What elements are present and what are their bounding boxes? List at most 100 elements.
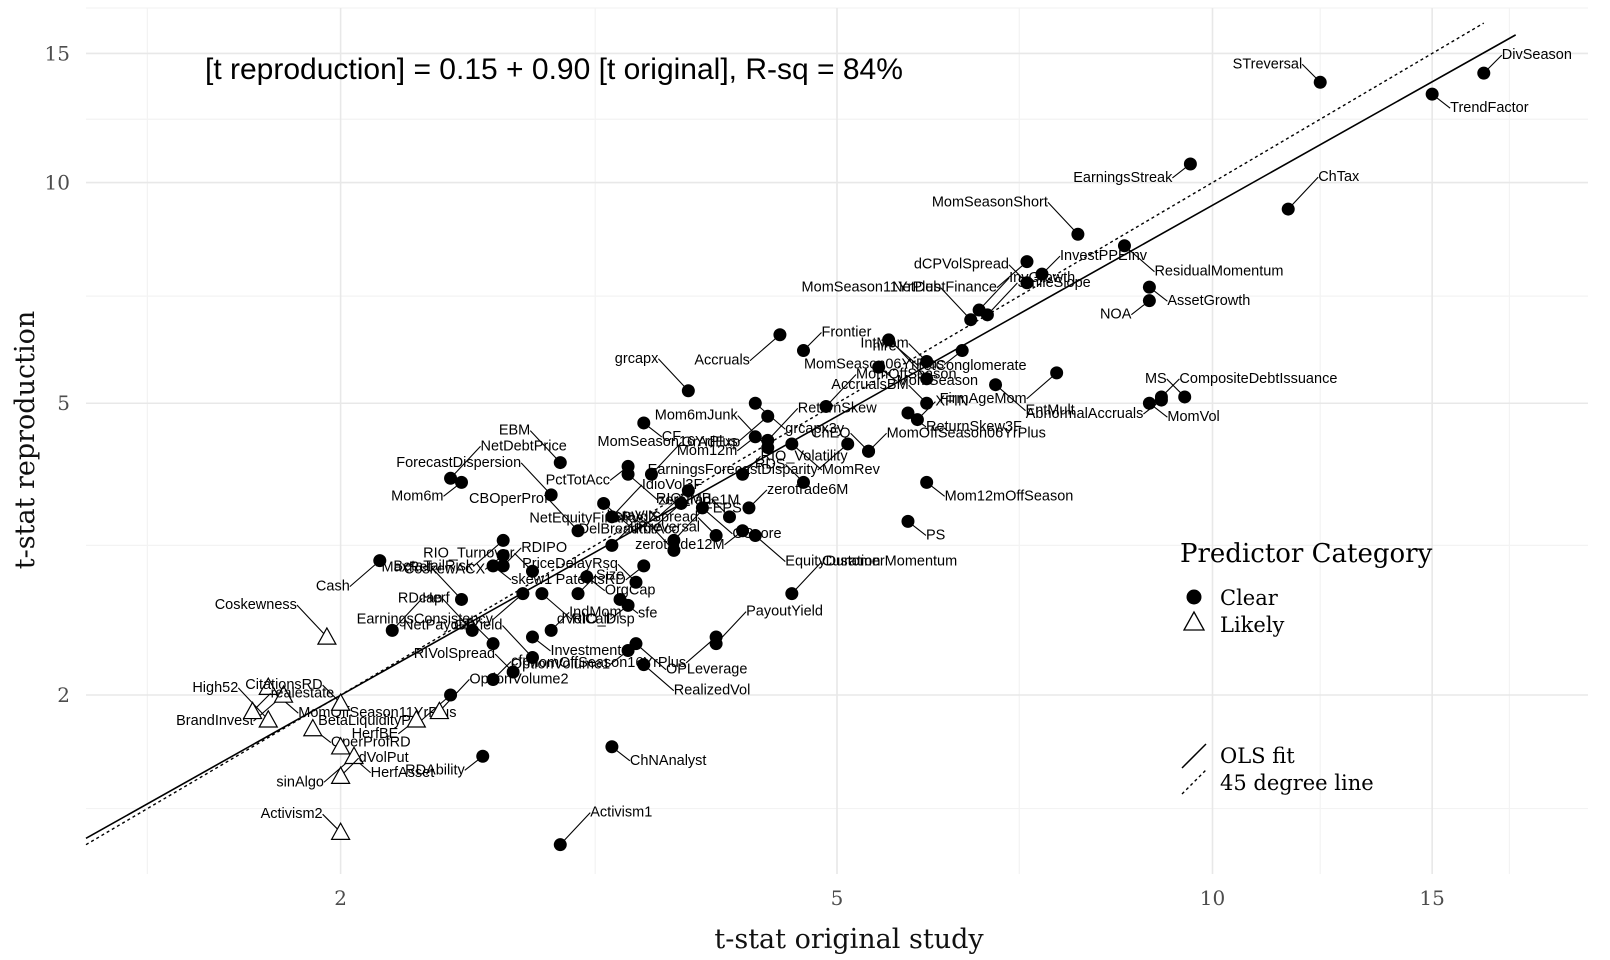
point-marker-likely	[258, 676, 279, 695]
point-label: EarningsConsistency	[357, 612, 494, 628]
label-leader-line	[547, 498, 579, 532]
point-marker-clear	[516, 587, 530, 601]
point-label: ResidualMomentum	[1154, 264, 1283, 280]
label-leader-line	[754, 535, 786, 562]
data-point-group: hire	[872, 339, 934, 386]
data-point-group: IdioVol3F	[605, 477, 703, 524]
data-point-group: Size	[571, 568, 624, 601]
label-leader-line	[643, 664, 675, 692]
point-marker-likely	[330, 765, 351, 784]
data-point-group: Cash	[316, 554, 387, 595]
data-point-group: RDS	[755, 456, 810, 489]
data-point-group: BetaTailRisk	[393, 533, 510, 574]
point-marker-clear	[476, 749, 490, 763]
point-label: MomRev	[822, 462, 881, 478]
data-point-group: PS	[901, 514, 945, 543]
point-marker-likely	[330, 736, 351, 755]
data-point-group: MS	[1145, 371, 1192, 404]
data-point-group: PctAcc	[597, 496, 679, 537]
point-label: GP	[454, 618, 475, 634]
point-marker-clear	[1178, 390, 1192, 404]
point-marker-clear	[901, 514, 915, 528]
point-label: MaxRet	[382, 559, 432, 575]
label-leader-line	[492, 593, 524, 621]
point-marker-clear	[1142, 294, 1156, 308]
data-point-group: HerfBE	[352, 709, 427, 742]
data-points: DivSeason STreversal TrendFactor EarningsSt…	[176, 47, 1572, 852]
data-point-group: NOA	[1100, 294, 1156, 323]
data-point-group: AccrualsBM	[831, 377, 934, 410]
label-leader-line	[391, 598, 423, 631]
point-label: Mom12m	[677, 443, 737, 459]
label-leader-line	[940, 287, 972, 321]
point-label: High52	[192, 680, 238, 696]
x-tick-label: 10	[1200, 886, 1225, 910]
data-point-group: EBM	[499, 423, 567, 470]
data-point-group: MaxRet	[382, 559, 468, 606]
point-label: RDIPO	[521, 540, 567, 556]
point-marker-clear	[605, 740, 619, 754]
label-leader-line	[996, 261, 1028, 289]
data-point-group: RealizedVol	[637, 658, 750, 699]
legend-label-likely: Likely	[1220, 613, 1285, 637]
data-point-group: Coskewness	[215, 597, 337, 645]
point-marker-clear	[681, 384, 695, 398]
legend-label-clear: Clear	[1220, 586, 1279, 610]
label-leader-line	[657, 490, 689, 518]
point-marker-likely	[302, 718, 323, 737]
point-marker-clear	[1117, 239, 1131, 253]
point-label: RIO_Turnover	[423, 545, 514, 561]
point-marker-clear	[736, 467, 750, 481]
label-leader-line	[987, 282, 1018, 316]
label-leader-line	[450, 445, 481, 479]
point-marker-clear	[637, 559, 651, 573]
point-marker-clear	[989, 378, 1003, 392]
point-marker-clear	[1142, 396, 1156, 410]
point-label: Coskewness	[215, 597, 297, 613]
data-point-group: CF	[637, 416, 681, 445]
data-point-group: Mom12m	[677, 430, 762, 459]
point-marker-clear	[748, 529, 762, 543]
point-marker-clear	[1020, 276, 1034, 290]
point-label: Investment	[550, 643, 621, 659]
point-marker-clear	[525, 651, 539, 665]
point-label: GrAdExp	[681, 434, 740, 450]
point-marker-clear	[486, 637, 500, 651]
x-tick-label: 2	[334, 886, 347, 910]
data-point-group: PriceDelayRsq	[522, 556, 643, 589]
data-point-group: NetPayoutYield	[403, 618, 539, 665]
label-leader-line	[737, 415, 769, 448]
label-leader-line	[1047, 201, 1079, 235]
point-marker-clear	[920, 372, 934, 386]
point-label: hire	[872, 339, 896, 355]
point-label: RIVolSpread	[414, 646, 495, 662]
label-leader-line	[767, 407, 799, 441]
point-label: ForecastDispersion	[396, 455, 521, 471]
point-marker-clear	[796, 344, 810, 358]
45-degree-line	[85, 22, 1485, 846]
point-label: BetaTailRisk	[393, 558, 474, 574]
point-label: NetDebtFinance	[892, 280, 997, 296]
x-tick-label: 15	[1419, 886, 1444, 910]
point-marker-clear	[629, 575, 643, 589]
point-label: ReturnSkew	[798, 400, 878, 416]
point-label: SmileSlope	[1017, 275, 1090, 291]
point-marker-clear	[496, 559, 510, 573]
data-point-group: MomSeason	[872, 360, 978, 389]
legend-marker-likely	[1182, 610, 1206, 631]
point-label: DelBreadth	[579, 521, 652, 537]
data-point-group: InvestPPEInv	[1035, 248, 1148, 281]
point-marker-likely	[330, 821, 351, 840]
point-marker-clear	[455, 592, 468, 606]
label-leader-line	[657, 358, 689, 392]
point-label: RDcap	[398, 590, 442, 606]
data-point-group: cfp	[486, 653, 530, 686]
point-marker-clear	[872, 360, 886, 374]
point-label: retConglomerate	[919, 358, 1027, 374]
point-label: Accruals	[694, 353, 750, 369]
point-label: Activism2	[261, 806, 323, 822]
point-marker-clear	[920, 475, 934, 489]
point-marker-clear	[506, 665, 520, 679]
point-label: skew1	[511, 572, 552, 588]
data-point-group: Frontier	[796, 325, 872, 358]
